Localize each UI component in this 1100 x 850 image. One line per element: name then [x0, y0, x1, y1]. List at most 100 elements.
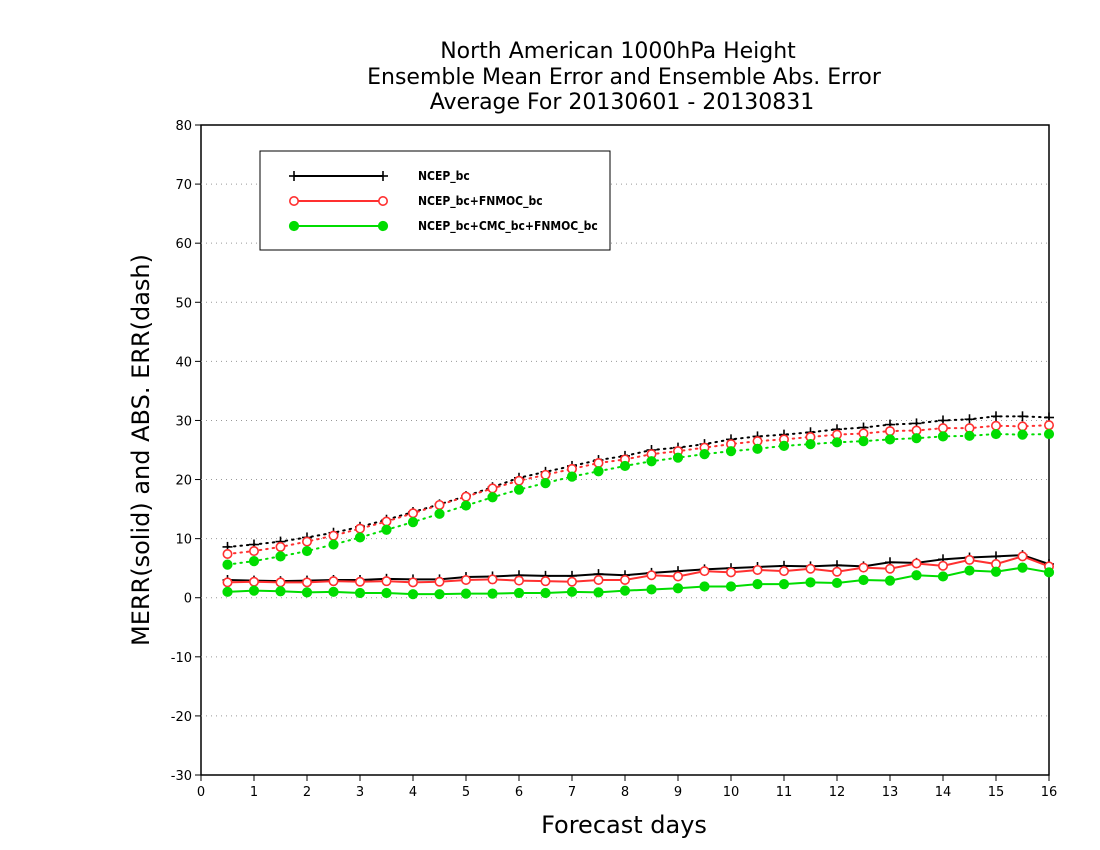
x-tick-label: 16 — [1041, 785, 1058, 800]
merr-point — [858, 562, 869, 573]
merr-point — [619, 585, 631, 596]
merr-point — [328, 586, 339, 597]
abs-err-point — [831, 437, 843, 448]
abs-err-point — [699, 449, 710, 460]
abs-err-point — [540, 469, 551, 480]
y-tick-label: 50 — [175, 296, 192, 311]
x-tick-label: 8 — [621, 785, 629, 800]
x-tick-label: 6 — [515, 785, 523, 800]
abs-err-point — [248, 555, 260, 567]
legend-marker — [377, 196, 388, 207]
abs-err-point — [990, 420, 1001, 431]
merr-point — [566, 576, 577, 587]
merr-point — [222, 577, 233, 588]
abs-err-point — [752, 443, 763, 454]
abs-err-point — [354, 523, 365, 534]
x-tick-label: 1 — [250, 785, 258, 800]
x-axis-title: Forecast days — [541, 811, 707, 839]
merr-point — [725, 567, 736, 578]
merr-point — [513, 575, 524, 586]
abs-err-point — [249, 546, 260, 557]
legend-marker — [377, 220, 389, 232]
merr-point — [858, 574, 869, 586]
merr-point — [725, 581, 737, 592]
y-tick-label: 70 — [175, 178, 192, 193]
merr-point — [566, 586, 578, 597]
merr-point — [937, 560, 948, 571]
x-tick-label: 3 — [356, 785, 364, 800]
abs-err-point — [884, 434, 896, 445]
abs-err-point — [964, 414, 975, 425]
merr-point — [407, 577, 418, 588]
merr-point — [911, 558, 922, 569]
abs-err-point — [275, 551, 286, 562]
abs-err-point — [805, 438, 816, 450]
x-tick-label: 11 — [776, 785, 793, 800]
merr-point — [964, 565, 975, 576]
x-tick-label: 2 — [303, 785, 311, 800]
abs-err-point — [540, 477, 551, 489]
abs-err-point — [381, 516, 392, 527]
abs-err-point — [222, 548, 233, 559]
merr-point — [301, 587, 313, 598]
x-tick-label: 9 — [674, 785, 682, 800]
grid-lines — [201, 183, 1049, 717]
legend-marker — [378, 171, 388, 181]
merr-point — [1043, 567, 1055, 578]
merr-point — [354, 576, 365, 587]
y-tick-label: 60 — [175, 237, 192, 252]
merr-point — [354, 587, 366, 599]
merr-point — [752, 564, 763, 575]
merr-point — [884, 575, 896, 586]
abs-err-point — [407, 516, 419, 528]
merr-point — [831, 577, 843, 589]
merr-point — [1017, 551, 1028, 562]
merr-point — [275, 586, 286, 597]
abs-err-point — [672, 452, 684, 463]
abs-err-point — [513, 475, 524, 486]
y-tick-label: 30 — [175, 414, 192, 429]
abs-err-point — [990, 428, 1002, 440]
abs-err-point — [434, 508, 445, 519]
abs-err-point — [328, 530, 339, 541]
abs-err-line — [226, 415, 1050, 548]
abs-err-point — [1043, 428, 1055, 440]
merr-point — [540, 587, 551, 599]
y-tick-label: 20 — [175, 474, 192, 489]
merr-point — [778, 579, 790, 590]
y-tick-label: 10 — [175, 533, 192, 548]
abs-err-point — [593, 466, 604, 477]
x-tick-label: 7 — [568, 785, 576, 800]
chart-title: North American 1000hPa Height Ensemble M… — [367, 39, 882, 115]
merr-point — [646, 570, 657, 581]
merr-point — [328, 576, 339, 587]
merr-point — [407, 589, 419, 600]
abs-err-point — [513, 484, 525, 495]
x-tick-label: 13 — [882, 785, 899, 800]
abs-err-point — [1017, 411, 1028, 422]
merr-point — [248, 585, 260, 596]
abs-err-point — [911, 433, 922, 444]
abs-err-point — [381, 524, 392, 535]
merr-point — [937, 571, 949, 582]
abs-err-point — [964, 430, 975, 441]
merr-point — [752, 579, 763, 590]
y-tick-label: 80 — [175, 119, 192, 134]
abs-err-point — [778, 440, 790, 451]
abs-err-point — [566, 471, 578, 482]
abs-err-line — [226, 433, 1050, 566]
merr-point — [1017, 562, 1028, 573]
legend-marker — [289, 171, 299, 181]
merr-point — [619, 574, 630, 585]
abs-err-point — [937, 431, 949, 442]
y-axis-title: MERR(solid) and ABS. ERR(dash) — [127, 254, 155, 646]
abs-err-point — [460, 491, 471, 502]
merr-point — [911, 570, 922, 581]
abs-err-point — [1017, 421, 1028, 432]
abs-err-point — [646, 456, 657, 467]
merr-point — [672, 583, 684, 594]
merr-point — [487, 574, 498, 585]
series-layer — [222, 411, 1055, 600]
